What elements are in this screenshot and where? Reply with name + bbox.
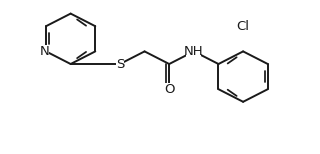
Bar bbox=[116, 57, 124, 71]
Bar bbox=[165, 83, 173, 96]
Text: N: N bbox=[40, 45, 50, 58]
Text: O: O bbox=[164, 83, 174, 96]
Bar bbox=[186, 45, 201, 58]
Bar bbox=[236, 20, 251, 33]
Text: NH: NH bbox=[184, 45, 204, 58]
Bar bbox=[41, 45, 49, 58]
Text: Cl: Cl bbox=[236, 20, 250, 33]
Text: S: S bbox=[116, 57, 124, 71]
